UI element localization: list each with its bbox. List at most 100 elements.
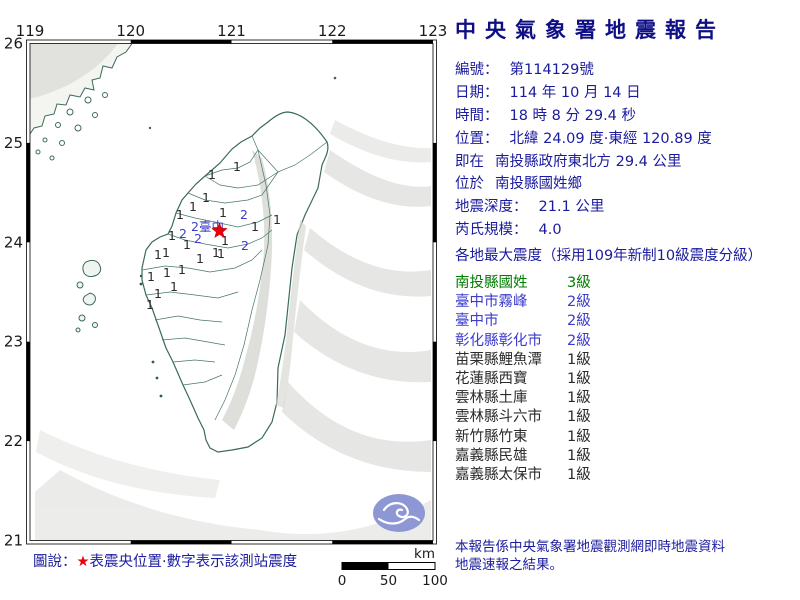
intensity-row: 臺中市 2級: [455, 309, 800, 330]
intensity-level: 1級: [567, 370, 591, 387]
info-label: 時間：: [455, 107, 499, 124]
map-text: 24: [4, 233, 23, 251]
legend-prefix: 圖說：: [33, 553, 77, 570]
map-text: 119: [16, 22, 45, 40]
intensity-row: 臺中市霧峰 2級: [455, 290, 800, 311]
intensity-section-header: 各地最大震度（採用109年新制10級震度分級）: [455, 248, 763, 264]
info-value: 第114129號: [509, 62, 594, 78]
penghu-islands: [75, 259, 102, 333]
intensity-location: 南投縣國姓: [455, 275, 528, 291]
station-intensity-1: 1: [163, 265, 171, 280]
info-row-4: 即在 南投縣政府東北方 29.4 公里: [455, 150, 800, 173]
station-intensity-1: 1: [251, 219, 259, 234]
info-value: 114 年 10 月 14 日: [509, 84, 641, 101]
intensity-row: 嘉義縣民雄 1級: [455, 444, 800, 464]
intensity-row: 雲林縣斗六市 1級: [455, 405, 800, 426]
intensity-location: 彰化縣彰化市: [455, 332, 542, 349]
station-intensity-1: 1: [147, 269, 155, 284]
intensity-row: 新竹縣竹東 1級: [455, 425, 800, 445]
intensity-level: 1級: [567, 351, 591, 368]
intensity-level: 1級: [567, 447, 591, 464]
info-label: 編號：: [455, 62, 499, 78]
map-text: 120: [116, 22, 145, 40]
map-text: 23: [4, 333, 23, 351]
station-intensity-1: 1: [178, 262, 186, 277]
station-intensity-1: 1: [162, 245, 170, 260]
info-label: 地震深度：: [455, 199, 528, 216]
legend-text: 表震央位置·數字表示該測站震度: [90, 553, 298, 570]
station-intensity-1: 1: [219, 205, 227, 220]
intensity-location: 臺中市: [455, 313, 499, 330]
info-label: 即在: [455, 153, 484, 170]
info-label: 日期：: [455, 84, 499, 101]
intensity-location: 雲林縣斗六市: [455, 409, 542, 426]
report-title: 中央氣象署地震報告: [455, 18, 725, 42]
info-value: 南投縣國姓鄉: [495, 176, 582, 193]
station-intensity-2: 2: [179, 226, 187, 241]
map-text: 26: [4, 35, 23, 53]
station-intensity-1: 1: [217, 246, 225, 261]
station-intensity-1: 1: [168, 228, 176, 243]
intensity-level: 1級: [567, 428, 591, 445]
map-text: 122: [318, 22, 347, 40]
report-footnote: 本報告係中央氣象署地震觀測網即時地震資料 地震速報之結果。: [455, 538, 725, 574]
map-legend: 圖說：★表震央位置·數字表示該測站震度: [33, 553, 297, 570]
taiwan-island: [139, 111, 329, 453]
map-text: 50: [380, 573, 397, 589]
longitude-tick-labels: 119 120 121 122 123: [16, 22, 448, 40]
info-row-5: 位於 南投縣國姓鄉: [455, 172, 800, 195]
info-value: 北緯 24.09 度·東經 120.89 度: [509, 130, 712, 147]
intensity-row: 嘉義縣太保市 1級: [455, 463, 800, 483]
footnote-line-2: 地震速報之結果。: [455, 557, 563, 573]
station-intensity-2: 2: [241, 238, 249, 253]
station-intensity-1: 1: [146, 297, 154, 312]
station-intensity-1: 1: [170, 279, 178, 294]
station-intensity-1: 1: [233, 159, 241, 174]
info-row-0: 編號： 第114129號: [455, 58, 800, 81]
station-intensity-1: 1: [212, 245, 220, 260]
intensity-row: 南投縣國姓 3級: [455, 271, 800, 291]
intensity-level: 2級: [567, 332, 591, 349]
station-intensity-2: 2: [194, 231, 202, 246]
intensity-level: 1級: [567, 466, 591, 483]
info-value: 21.1 公里: [538, 199, 605, 216]
intensity-row: 苗栗縣鯉魚潭 1級: [455, 348, 800, 368]
epicenter-star-icon: [211, 222, 228, 239]
intensity-level: 2級: [567, 294, 591, 311]
intensity-location: 嘉義縣民雄: [455, 447, 528, 464]
map-text: 121: [217, 22, 246, 40]
cwa-logo: [373, 494, 425, 532]
scale-bar: km 0 50 100: [338, 546, 448, 589]
station-intensity-1: 1: [183, 237, 191, 252]
intensity-row: 花蓮縣西寶 1級: [455, 367, 800, 387]
info-value: 南投縣政府東北方 29.4 公里: [495, 153, 682, 170]
intensity-row: 雲林縣土庫 1級: [455, 386, 800, 407]
info-label: 位置：: [455, 130, 499, 147]
map-text: 0: [338, 573, 347, 589]
info-row-3: 位置： 北緯 24.09 度·東經 120.89 度: [455, 127, 800, 150]
intensity-row: 彰化縣彰化市 2級: [455, 329, 800, 349]
intensity-level: 1級: [567, 390, 591, 407]
map-text: 123: [419, 22, 448, 40]
station-intensity-1: 1: [273, 212, 281, 227]
intensity-level: 3級: [567, 275, 591, 291]
map-text: 21: [4, 532, 23, 550]
bathymetry-shading: [35, 120, 431, 540]
info-row-7: 芮氏規模： 4.0: [455, 218, 800, 241]
intensity-level: 2級: [567, 313, 591, 330]
map-text: 25: [4, 134, 23, 152]
info-label: 位於: [455, 176, 484, 193]
intensity-location: 臺中市霧峰: [455, 294, 528, 311]
scale-unit: km: [414, 546, 435, 562]
intensity-location: 嘉義縣太保市: [455, 466, 542, 483]
info-row-1: 日期： 114 年 10 月 14 日: [455, 81, 800, 104]
map-text: 22: [4, 432, 23, 450]
info-row-6: 地震深度： 21.1 公里: [455, 195, 800, 218]
info-label: 芮氏規模：: [455, 222, 528, 239]
station-intensity-1: 1: [202, 190, 210, 205]
station-intensity-1: 1: [189, 199, 197, 214]
intensity-location: 雲林縣土庫: [455, 390, 528, 407]
station-intensity-1: 1: [221, 233, 229, 248]
report-panel: 中央氣象署地震報告 編號： 第114129號 日期： 114 年 10 月 14 日時…: [453, 0, 800, 600]
